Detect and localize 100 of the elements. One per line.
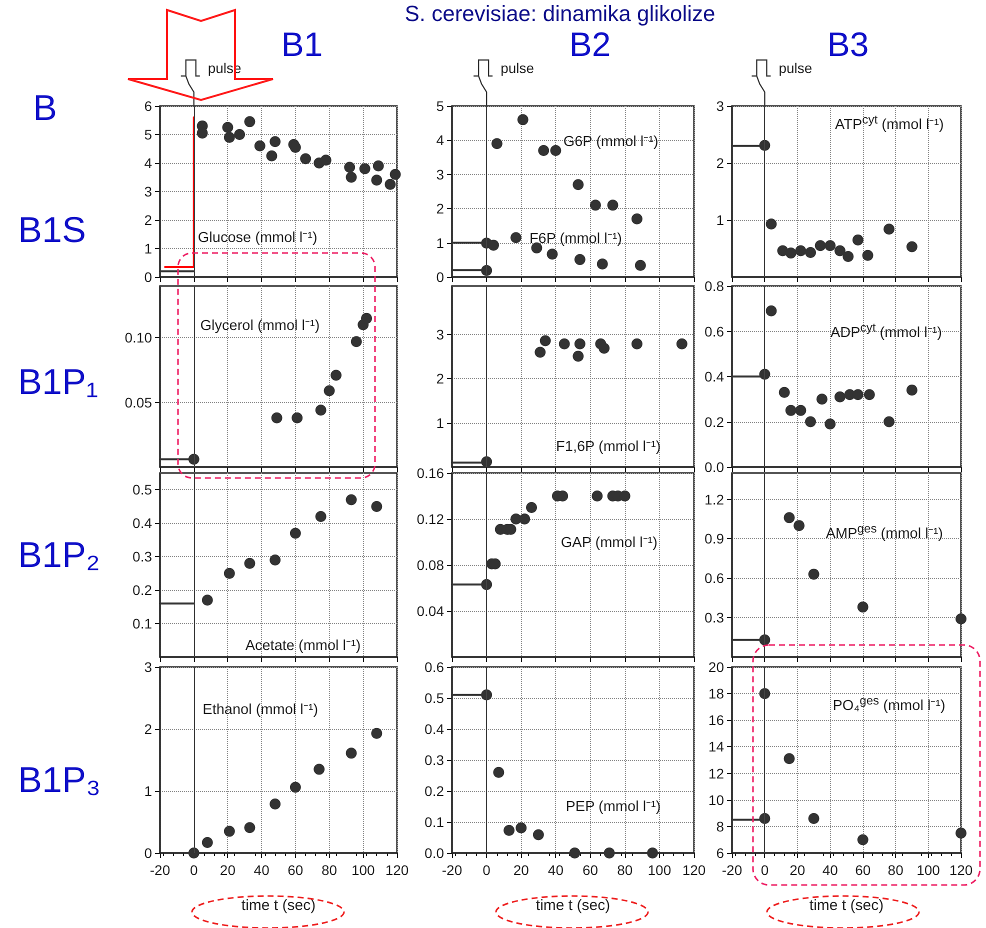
y-tick-label: 0.2	[704, 414, 724, 430]
x-tick-label: 120	[385, 862, 409, 878]
y-tick-label: 3	[436, 166, 444, 182]
y-tick-label: 0.10	[124, 330, 152, 346]
text: Acetate (mmol l⁻¹)	[245, 638, 361, 654]
y-tick-label: 0.4	[704, 368, 724, 384]
y-tick-label: 3	[144, 659, 152, 675]
y-tick-label: 0.0	[424, 845, 444, 861]
x-tick-label: 20	[220, 862, 236, 878]
y-tick-label: 0.3	[424, 752, 444, 768]
text: B1P₁	[18, 361, 98, 402]
x-tick-label: 60	[582, 862, 598, 878]
y-tick-label: 0.4	[424, 721, 444, 737]
y-tick-label: 0	[436, 269, 444, 285]
y-tick-label: 2	[716, 155, 724, 171]
text: PO₄$^{ges}$ (mmol l⁻¹)	[832, 694, 946, 714]
x-tick-label: 0	[760, 862, 769, 878]
y-tick-label: 5	[144, 126, 152, 142]
y-tick-label: 0	[144, 845, 152, 861]
text: Ethanol (mmol l⁻¹)	[202, 702, 318, 718]
y-tick-label: 0.1	[132, 616, 152, 632]
y-tick-label: 6	[716, 845, 724, 861]
x-axis-title: time t (sec)	[809, 897, 884, 914]
text: ATP$^{cyt}$ (mmol l⁻¹)	[835, 112, 944, 134]
x-tick-label: 60	[288, 862, 304, 878]
y-tick-label: 2	[144, 721, 152, 737]
y-tick-label: 1	[144, 783, 152, 799]
x-tick-label: 120	[682, 862, 706, 878]
x-tick-label: 60	[855, 862, 871, 878]
y-tick-label: 4	[144, 155, 152, 171]
y-tick-label: 12	[708, 765, 724, 782]
x-tick-label: 0	[190, 862, 198, 878]
x-tick-label: 100	[648, 862, 672, 878]
y-tick-label: 0.3	[704, 610, 724, 626]
text: Glycerol (mmol l⁻¹)	[200, 318, 320, 334]
series-label: AMP$^{ges}$ (mmol l⁻¹)	[826, 521, 943, 542]
y-tick-label: 2	[436, 200, 444, 217]
text: B	[33, 87, 58, 128]
y-tick-label: 0.6	[704, 570, 724, 586]
y-tick-label: 6	[144, 98, 152, 114]
y-tick-label: 0.6	[424, 659, 444, 675]
y-tick-label: 3	[436, 326, 444, 343]
y-tick-label: 0.1	[424, 814, 444, 830]
x-tick-label: 0	[482, 862, 491, 878]
text: B1P₂	[18, 534, 100, 575]
y-tick-label: 0.16	[416, 465, 444, 481]
x-axis-title: time t (sec)	[536, 897, 610, 914]
text: Glucose (mmol l⁻¹)	[198, 229, 318, 246]
chart-title: B3	[827, 26, 869, 64]
x-tick-label: 100	[351, 862, 376, 878]
series-label: G6P (mmol l⁻¹)	[563, 134, 658, 150]
y-tick-label: 2	[436, 370, 444, 387]
y-tick-label: 0.05	[124, 394, 152, 410]
y-tick-label: 3	[716, 98, 724, 114]
y-tick-label: 1	[716, 212, 724, 228]
x-tick-label: 120	[949, 862, 973, 878]
y-tick-label: 0.4	[132, 515, 152, 532]
x-tick-label: 80	[617, 862, 633, 878]
y-tick-label: 0.2	[424, 783, 444, 799]
y-tick-label: 0.2	[132, 582, 152, 598]
y-tick-label: 0	[144, 269, 152, 285]
text: B1S	[18, 209, 86, 250]
x-tick-label: -20	[722, 862, 742, 878]
y-tick-label: 0.08	[416, 557, 444, 573]
y-tick-label: 3	[144, 184, 152, 200]
y-tick-label: 0.9	[704, 530, 724, 547]
x-tick-label: 20	[790, 862, 806, 878]
y-tick-label: 8	[716, 818, 724, 834]
y-tick-label: 16	[708, 712, 724, 728]
y-tick-label: 0.0	[704, 459, 724, 475]
y-tick-label: 1	[436, 234, 444, 251]
x-tick-label: 80	[888, 862, 904, 878]
y-tick-label: 14	[708, 738, 724, 755]
text: S. cerevisiae: dinamika glikolize	[404, 1, 716, 26]
y-tick-label: 1.2	[704, 491, 724, 508]
y-tick-label: 0.12	[416, 511, 444, 527]
x-tick-label: -20	[442, 862, 462, 878]
x-tick-label: 100	[916, 862, 940, 878]
x-tick-label: 40	[548, 862, 564, 878]
y-tick-label: 0.8	[704, 278, 724, 294]
y-tick-label: 0.6	[704, 323, 724, 340]
y-tick-label: 0.04	[416, 603, 444, 619]
y-tick-label: 18	[708, 686, 724, 702]
text: B1P₃	[18, 759, 101, 800]
y-tick-label: 2	[144, 212, 152, 228]
text: ADP$^{cyt}$ (mmol l⁻¹)	[830, 320, 942, 342]
text: F1,6P (mmol l⁻¹)	[556, 438, 661, 455]
x-tick-label: -20	[150, 862, 170, 878]
y-tick-label: 20	[708, 659, 724, 675]
y-tick-label: 0.5	[132, 482, 152, 498]
x-tick-label: 40	[254, 862, 270, 878]
chart-title: B2	[569, 26, 611, 64]
x-tick-label: 40	[822, 862, 838, 878]
text: pulse	[778, 60, 812, 76]
x-tick-label: 20	[513, 862, 530, 878]
y-tick-label: 10	[708, 792, 724, 808]
y-tick-label: 1	[144, 240, 152, 256]
y-tick-label: 5	[436, 98, 444, 114]
text: pulse	[500, 60, 534, 76]
series-label: PEP (mmol l⁻¹)	[566, 798, 661, 814]
